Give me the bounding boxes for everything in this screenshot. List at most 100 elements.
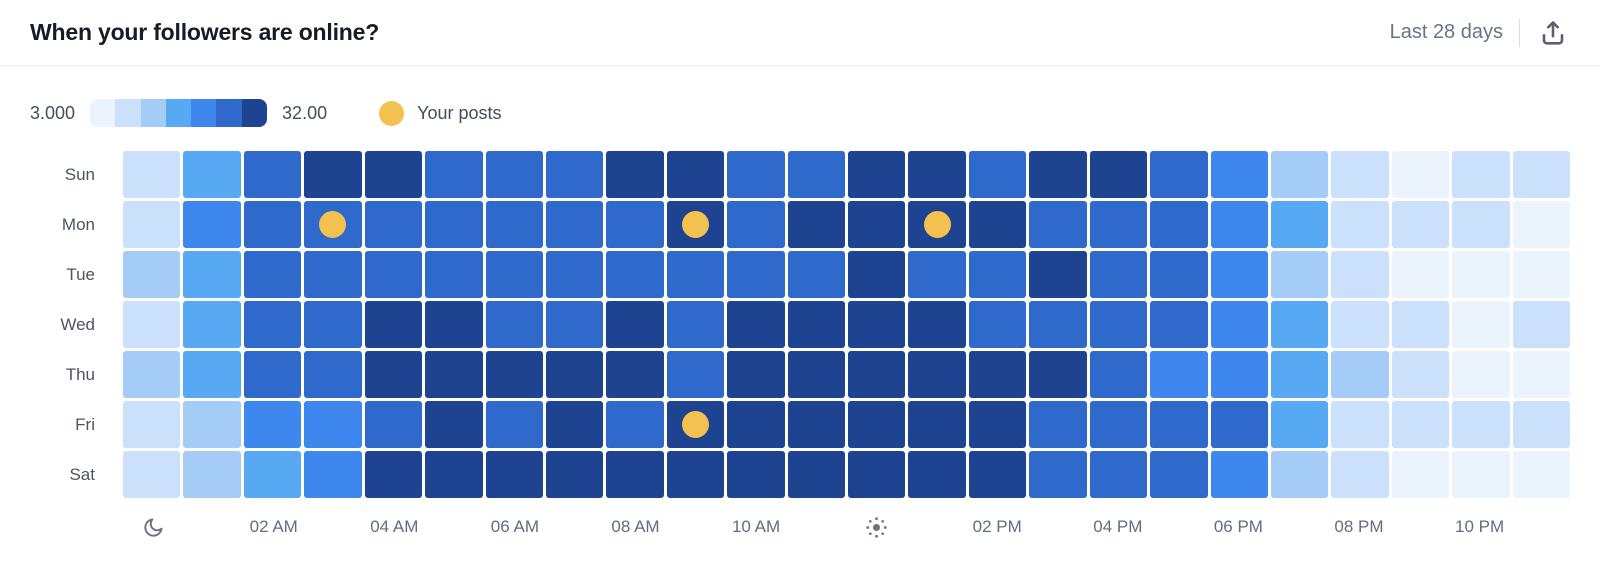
heatmap-cell[interactable] [1210,301,1268,348]
heatmap-cell[interactable] [848,351,906,398]
heatmap-cell[interactable] [787,201,845,248]
heatmap-cell[interactable] [787,151,845,198]
heatmap-cell[interactable] [123,401,181,448]
heatmap-cell[interactable] [1391,251,1450,298]
heatmap-cell[interactable] [908,401,966,448]
heatmap-cell[interactable] [545,151,604,198]
heatmap-cell[interactable] [1150,401,1208,448]
heatmap-cell[interactable] [1210,251,1268,298]
heatmap-cell[interactable] [666,451,725,498]
heatmap-cell[interactable] [1270,151,1329,198]
heatmap-cell[interactable] [243,301,302,348]
heatmap-cell[interactable] [1512,251,1570,298]
heatmap-cell[interactable] [123,151,181,198]
heatmap-cell[interactable] [243,151,302,198]
heatmap-cell[interactable] [848,301,906,348]
heatmap-cell[interactable] [606,451,664,498]
heatmap-cell[interactable] [727,301,785,348]
heatmap-cell[interactable] [787,301,845,348]
heatmap-cell[interactable] [425,451,483,498]
heatmap-cell[interactable] [848,401,906,448]
heatmap-cell[interactable] [364,451,423,498]
heatmap-cell[interactable] [1029,201,1087,248]
heatmap-cell[interactable] [1029,251,1087,298]
heatmap-cell[interactable] [545,301,604,348]
heatmap-cell[interactable] [727,351,785,398]
heatmap-cell[interactable] [968,301,1027,348]
heatmap-cell[interactable] [606,351,664,398]
heatmap-cell[interactable] [606,401,664,448]
heatmap-cell[interactable] [183,401,241,448]
heatmap-cell[interactable] [1512,401,1570,448]
heatmap-cell[interactable] [304,401,362,448]
heatmap-cell[interactable] [1089,201,1148,248]
heatmap-cell[interactable] [183,351,241,398]
heatmap-cell[interactable] [1029,451,1087,498]
heatmap-cell[interactable] [425,151,483,198]
heatmap-cell[interactable] [908,251,966,298]
heatmap-cell[interactable] [727,401,785,448]
heatmap-cell[interactable] [364,301,423,348]
heatmap-cell[interactable] [1089,401,1148,448]
heatmap-cell[interactable] [1089,151,1148,198]
heatmap-cell[interactable] [1331,451,1389,498]
heatmap-cell[interactable] [1452,251,1510,298]
heatmap-cell[interactable] [123,451,181,498]
heatmap-cell[interactable] [364,401,423,448]
heatmap-cell[interactable] [1029,351,1087,398]
heatmap-cell[interactable] [908,451,966,498]
heatmap-cell[interactable] [908,151,966,198]
heatmap-cell[interactable] [545,201,604,248]
heatmap-cell[interactable] [968,201,1027,248]
heatmap-cell[interactable] [123,301,181,348]
export-button[interactable] [1536,16,1570,50]
heatmap-cell[interactable] [364,201,423,248]
heatmap-cell[interactable] [787,351,845,398]
heatmap-cell[interactable] [908,351,966,398]
heatmap-cell[interactable] [183,251,241,298]
heatmap-cell[interactable] [485,151,543,198]
heatmap-cell[interactable] [545,251,604,298]
heatmap-cell[interactable] [727,201,785,248]
heatmap-cell[interactable] [304,251,362,298]
heatmap-cell[interactable] [1150,151,1208,198]
heatmap-cell[interactable] [666,151,725,198]
heatmap-cell[interactable] [1270,251,1329,298]
heatmap-cell[interactable] [425,201,483,248]
heatmap-cell[interactable] [1331,201,1389,248]
heatmap-cell[interactable] [848,451,906,498]
heatmap-cell[interactable] [1391,401,1450,448]
heatmap-cell[interactable] [1331,251,1389,298]
heatmap-cell[interactable] [243,451,302,498]
heatmap-cell[interactable] [364,351,423,398]
heatmap-cell[interactable] [304,451,362,498]
heatmap-cell[interactable] [123,201,181,248]
heatmap-cell[interactable] [1512,201,1570,248]
heatmap-cell[interactable] [908,301,966,348]
heatmap-cell[interactable] [425,401,483,448]
heatmap-cell[interactable] [968,401,1027,448]
heatmap-cell[interactable] [1331,401,1389,448]
heatmap-cell[interactable] [1150,351,1208,398]
heatmap-cell[interactable] [606,151,664,198]
heatmap-cell[interactable] [1270,301,1329,348]
heatmap-cell[interactable] [1089,251,1148,298]
heatmap-cell[interactable] [1391,301,1450,348]
heatmap-cell[interactable] [727,151,785,198]
heatmap-cell[interactable] [485,351,543,398]
heatmap-cell[interactable] [1210,201,1268,248]
heatmap-cell[interactable] [848,251,906,298]
heatmap-cell[interactable] [1270,401,1329,448]
heatmap-cell[interactable] [968,251,1027,298]
heatmap-cell[interactable] [1391,451,1450,498]
heatmap-cell[interactable] [1452,351,1510,398]
heatmap-cell[interactable] [1150,451,1208,498]
heatmap-cell[interactable] [787,251,845,298]
heatmap-cell[interactable] [787,401,845,448]
heatmap-cell[interactable] [243,201,302,248]
heatmap-cell[interactable] [1029,301,1087,348]
heatmap-cell[interactable] [606,201,664,248]
heatmap-cell[interactable] [1512,151,1570,198]
heatmap-cell[interactable] [1331,151,1389,198]
heatmap-cell[interactable] [1150,251,1208,298]
